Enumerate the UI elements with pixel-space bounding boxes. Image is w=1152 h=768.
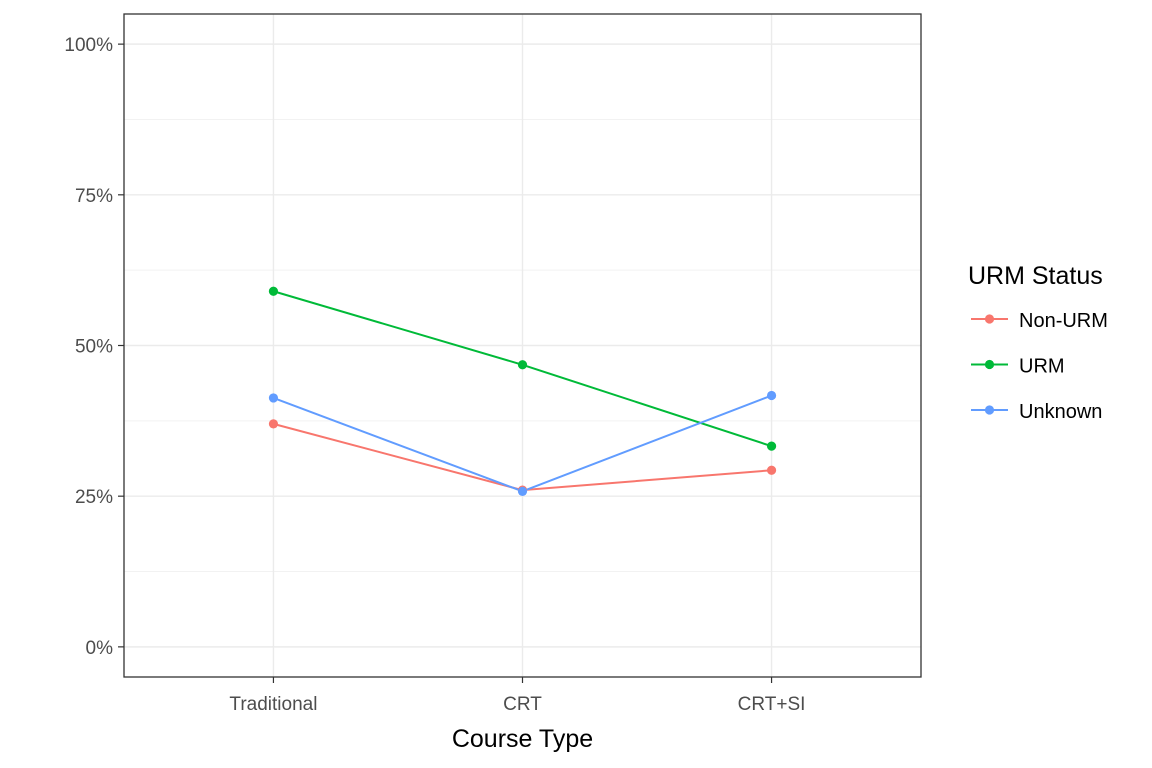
data-point-urm-traditional — [268, 286, 279, 296]
data-point-urm-crt — [517, 360, 528, 370]
legend-item-non-urm: Non-URM — [971, 310, 1108, 332]
legend-item-urm: URM — [971, 356, 1065, 378]
y-tick-label: 75% — [75, 186, 113, 207]
y-axis: 0% 25% 50% 75% 100% — [64, 35, 124, 659]
data-point-non-urm-crt-si — [766, 465, 777, 475]
y-tick-label: 100% — [64, 35, 113, 56]
x-tick-label: Traditional — [229, 694, 317, 715]
data-point-unknown-crt — [517, 486, 528, 496]
legend-title: URM Status — [968, 262, 1103, 290]
data-point-non-urm-traditional — [268, 419, 279, 429]
data-point-unknown-traditional — [268, 393, 279, 403]
y-tick-label: 50% — [75, 337, 113, 358]
legend-items: Non-URM URM Unknown — [971, 310, 1108, 423]
data-point-unknown-crt-si — [766, 390, 777, 401]
legend-label: Unknown — [1019, 401, 1102, 423]
legend-key-point — [984, 314, 995, 324]
legend-item-unknown: Unknown — [971, 401, 1102, 423]
legend: URM Status Non-URM URM Unknown — [968, 262, 1108, 423]
major-gridlines — [124, 14, 921, 677]
legend-key-point — [984, 359, 995, 370]
x-tick-label: CRT+SI — [738, 694, 806, 715]
series-layer — [268, 286, 777, 496]
x-axis: Traditional CRT CRT+SI — [229, 677, 805, 715]
y-tick-label: 25% — [75, 487, 113, 508]
legend-key-point — [984, 405, 995, 415]
x-axis-title: Course Type — [452, 725, 593, 753]
data-point-urm-crt-si — [766, 441, 777, 451]
legend-label: URM — [1019, 356, 1065, 378]
legend-label: Non-URM — [1019, 310, 1108, 332]
y-tick-label: 0% — [86, 638, 114, 659]
x-tick-label: CRT — [503, 694, 542, 715]
